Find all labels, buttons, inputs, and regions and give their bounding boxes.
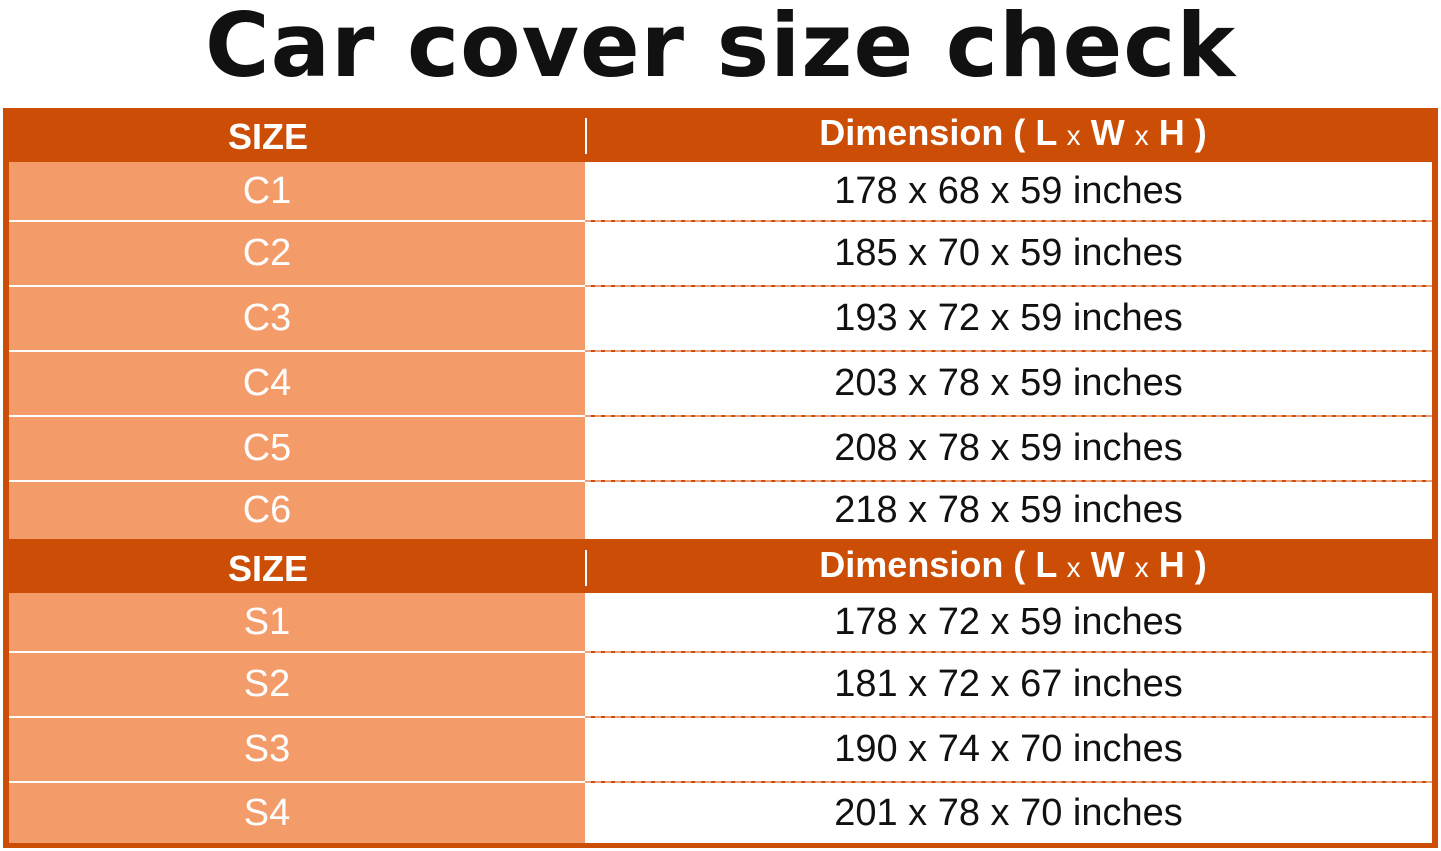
times-sign: x <box>1066 120 1081 151</box>
table-header: SIZE Dimension ( L x W x H ) <box>3 108 1438 162</box>
row-divider <box>585 716 1432 718</box>
dimension-column-header: Dimension ( L x W x H ) <box>588 112 1438 154</box>
table-row: C5 208 x 78 x 59 inches <box>9 417 1432 480</box>
width-label: W <box>1090 112 1125 153</box>
header-divider <box>585 118 587 154</box>
row-divider <box>9 285 585 287</box>
row-divider <box>9 480 585 482</box>
row-divider <box>585 220 1432 222</box>
dimension-label: Dimension ( <box>819 544 1026 585</box>
width-label: W <box>1090 544 1125 585</box>
row-divider <box>585 781 1432 783</box>
size-column-header: SIZE <box>227 116 308 157</box>
length-label: L <box>1035 544 1057 585</box>
height-label: H <box>1158 112 1185 153</box>
dimension-cell: 218 x 78 x 59 inches <box>585 482 1432 539</box>
table-row: C4 203 x 78 x 59 inches <box>9 352 1432 415</box>
table-row: S1 178 x 72 x 59 inches <box>9 593 1432 651</box>
table-row: S2 181 x 72 x 67 inches <box>9 653 1432 716</box>
dimension-cell: 201 x 78 x 70 inches <box>585 783 1432 843</box>
size-cell: S4 <box>9 783 585 843</box>
size-cell: S3 <box>9 718 585 781</box>
row-divider <box>9 350 585 352</box>
paren-close: ) <box>1194 544 1207 585</box>
length-label: L <box>1035 112 1057 153</box>
row-divider <box>9 781 585 783</box>
times-sign: x <box>1066 552 1081 583</box>
size-cell: C2 <box>9 222 585 285</box>
size-cell: C5 <box>9 417 585 480</box>
row-divider <box>9 415 585 417</box>
height-label: H <box>1158 544 1185 585</box>
header-divider <box>585 550 587 586</box>
table-row: C1 178 x 68 x 59 inches <box>9 162 1432 220</box>
page-title: Car cover size check <box>205 0 1236 97</box>
size-cell: C1 <box>9 162 585 220</box>
table-row: S3 190 x 74 x 70 inches <box>9 718 1432 781</box>
dimension-cell: 203 x 78 x 59 inches <box>585 352 1432 415</box>
table-row: C2 185 x 70 x 59 inches <box>9 222 1432 285</box>
row-divider <box>585 480 1432 482</box>
size-cell: C3 <box>9 287 585 350</box>
times-sign: x <box>1134 552 1149 583</box>
times-sign: x <box>1134 120 1149 151</box>
row-divider <box>585 651 1432 653</box>
row-divider <box>9 651 585 653</box>
size-cell: C6 <box>9 482 585 539</box>
dimension-cell: 190 x 74 x 70 inches <box>585 718 1432 781</box>
table-row: S4 201 x 78 x 70 inches <box>9 783 1432 843</box>
size-cell: S2 <box>9 653 585 716</box>
table-row: C6 218 x 78 x 59 inches <box>9 482 1432 539</box>
paren-close: ) <box>1194 112 1207 153</box>
dimension-cell: 185 x 70 x 59 inches <box>585 222 1432 285</box>
dimension-cell: 178 x 68 x 59 inches <box>585 162 1432 220</box>
size-cell: S1 <box>9 593 585 651</box>
row-divider <box>585 415 1432 417</box>
dimension-cell: 178 x 72 x 59 inches <box>585 593 1432 651</box>
size-cell: C4 <box>9 352 585 415</box>
size-column-header: SIZE <box>227 548 308 589</box>
row-divider <box>9 220 585 222</box>
size-table: SIZE Dimension ( L x W x H ) C1 178 x 68 x … <box>3 108 1438 848</box>
dimension-cell: 181 x 72 x 67 inches <box>585 653 1432 716</box>
dimension-cell: 208 x 78 x 59 inches <box>585 417 1432 480</box>
dimension-column-header: Dimension ( L x W x H ) <box>588 544 1438 586</box>
dimension-label: Dimension ( <box>819 112 1026 153</box>
table-row: C3 193 x 72 x 59 inches <box>9 287 1432 350</box>
dimension-cell: 193 x 72 x 59 inches <box>585 287 1432 350</box>
row-divider <box>9 716 585 718</box>
table-header: SIZE Dimension ( L x W x H ) <box>3 540 1438 592</box>
row-divider <box>585 350 1432 352</box>
row-divider <box>585 285 1432 287</box>
